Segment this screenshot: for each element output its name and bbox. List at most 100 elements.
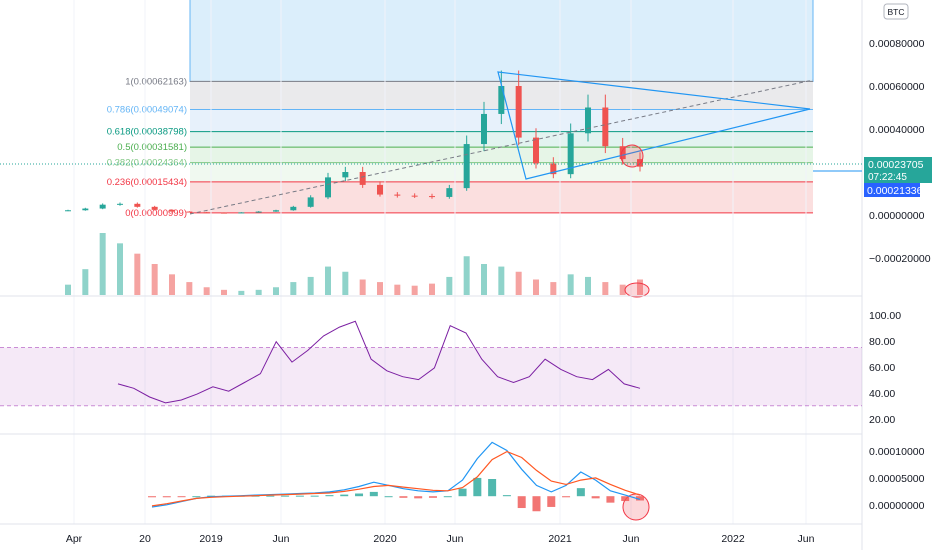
macd-histogram-bar — [384, 496, 393, 498]
macd-histogram-bar — [532, 496, 541, 512]
fib-band-5 — [190, 181, 813, 213]
currency-badge-box[interactable] — [883, 3, 909, 20]
candle — [446, 188, 453, 197]
volume-bar — [307, 276, 314, 295]
rsi-pane — [0, 320, 862, 407]
macd-histogram-bar — [369, 491, 378, 497]
macd-histogram-bar — [458, 488, 467, 497]
volume-bar — [273, 287, 279, 295]
candle — [515, 86, 522, 138]
candle — [463, 144, 470, 189]
price-axis-label: −0.00020000 — [869, 253, 931, 265]
macd-histogram-bar — [636, 496, 644, 501]
date-axis-label: 20 — [139, 533, 151, 545]
fib-level-label-3: 0.5(0.00031581) — [117, 142, 187, 153]
macd-histogram-bar — [310, 495, 319, 497]
candle — [221, 212, 227, 214]
volume-bar — [221, 289, 227, 295]
candle — [359, 172, 366, 185]
rsi-axis-label: 40.00 — [869, 388, 895, 400]
fib-level-label-6: 0(0.00000999) — [125, 208, 187, 219]
price-axis-label: 0.00060000 — [869, 81, 925, 93]
candle — [290, 206, 297, 211]
macd-histogram-bar — [325, 495, 334, 497]
candle — [255, 211, 262, 213]
candle — [498, 86, 505, 114]
volume-bar — [394, 284, 401, 295]
date-axis-label: 2020 — [373, 533, 397, 545]
volume-bar — [169, 274, 175, 295]
macd-histogram-bar — [576, 488, 585, 497]
fib-level-label-0: 1(0.00062163) — [125, 76, 187, 87]
fib-level-label-1: 0.786(0.00049074) — [107, 104, 187, 115]
macd-histogram-bar — [547, 496, 556, 507]
candle — [429, 196, 435, 198]
currency-badge[interactable]: BTC — [883, 3, 909, 20]
volume-bar — [325, 266, 331, 295]
rsi-line — [117, 320, 641, 404]
macd-histogram-bar — [148, 496, 156, 498]
fib-retracement[interactable]: 1(0.00062163) 0.786(0.00049074) 0.618(0.00… — [107, 76, 813, 219]
macd-histogram-bar — [591, 496, 600, 499]
macd-histogram-bar — [606, 496, 615, 503]
axes[interactable]: 0.000800000.000600000.000400000.00020000… — [66, 38, 931, 545]
macd-axis-label: 0.00005000 — [869, 473, 925, 485]
current-price-tag: 0.00023705 07:22:45 — [864, 157, 932, 183]
macd-histogram-bar — [443, 496, 452, 498]
secondary-price-tag-box — [864, 183, 920, 197]
macd-axis-label: 0.00000000 — [869, 500, 925, 512]
candle — [411, 195, 418, 197]
candle — [99, 204, 106, 209]
volume-pane — [65, 233, 643, 295]
volume-bar — [429, 283, 435, 295]
current-price-tag-box — [864, 157, 932, 183]
candle — [186, 211, 193, 213]
volume-bar — [446, 276, 453, 295]
fib-band-2 — [190, 131, 813, 148]
volume-bar — [255, 289, 262, 295]
candle — [325, 177, 331, 198]
macd-pane — [148, 441, 644, 512]
candle — [585, 107, 591, 134]
currency-badge-label[interactable]: BTC — [888, 7, 905, 17]
highlight-circle-price — [620, 144, 644, 168]
date-axis-label: Jun — [798, 533, 815, 545]
rsi-band — [0, 347, 862, 406]
volume-bar — [602, 282, 609, 295]
volume-bar — [463, 256, 470, 295]
date-axis-label: Jun — [447, 533, 464, 545]
date-axis-label: Apr — [66, 533, 83, 545]
secondary-price-tag: 0.00021336 — [864, 183, 923, 197]
candle — [567, 133, 574, 175]
fib-level-label-2: 0.618(0.00038798) — [107, 127, 187, 138]
macd-histogram-bar — [355, 493, 364, 497]
volume-bar — [515, 271, 522, 295]
candle — [238, 212, 245, 214]
candle — [619, 146, 626, 160]
volume-bar — [567, 274, 574, 295]
date-axis-label: 2021 — [548, 533, 572, 545]
candle — [151, 206, 158, 210]
candle — [203, 212, 210, 214]
macd-histogram-bar — [517, 496, 526, 509]
macd-histogram-bar — [162, 496, 171, 498]
candle — [342, 172, 349, 178]
secondary-price-value: 0.00021336 — [867, 185, 923, 197]
volume-bar — [186, 282, 193, 295]
macd-histogram-bar — [266, 495, 275, 497]
candle — [307, 197, 314, 207]
volume-bar — [99, 233, 106, 295]
fib-trend-line — [189, 79, 814, 215]
volume-bar — [203, 287, 210, 295]
rsi-axis-label: 100.00 — [869, 310, 901, 322]
price-axis-label: 0.00040000 — [869, 124, 925, 136]
macd-histogram-bar — [340, 494, 349, 497]
signal-line — [151, 450, 641, 507]
fib-band-3 — [190, 147, 813, 163]
fib-band-4 — [190, 162, 813, 182]
fib-level-label-4: 0.382(0.00024364) — [107, 158, 187, 169]
volume-bar — [134, 253, 141, 295]
volume-bar — [151, 264, 158, 295]
